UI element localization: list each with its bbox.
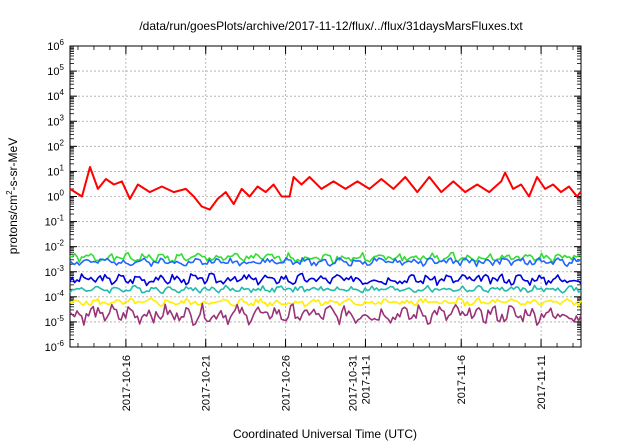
y-tick-labels: 10-6 10-5 10-4 10-3 10-2 10-1 100 101 102 103 104 1…	[45, 38, 65, 354]
x-tick-label: 2017-11-1	[360, 355, 372, 404]
x-tick-labels: 2017-10-16 2017-10-21 2017-10-26 2017-10-31…	[121, 355, 548, 411]
series-line-6	[69, 297, 582, 308]
series-line-5	[69, 284, 582, 294]
y-tick-label: 103	[47, 113, 64, 128]
y-tick-label: 10-1	[45, 214, 65, 229]
chart-title: /data/run/goesPlots/archive/2017-11-12/f…	[139, 19, 523, 33]
y-tick-label: 10-5	[45, 314, 65, 329]
y-tick-label: 100	[47, 189, 64, 204]
x-axis-label: Coordinated Universal Time (UTC)	[233, 427, 417, 441]
y-tick-label: 104	[47, 88, 64, 103]
y-tick-label: 105	[47, 63, 64, 78]
x-tick-label: 2017-10-31	[347, 355, 359, 411]
axis-ticks	[70, 45, 581, 348]
y-axis-label: protons/cm2-s-sr-MeV	[5, 138, 20, 254]
series-line-7	[69, 302, 582, 326]
y-tick-label: 10-2	[45, 239, 65, 254]
y-tick-label: 10-3	[45, 264, 65, 279]
y-tick-label: 101	[47, 163, 64, 178]
y-tick-label: 10-6	[45, 339, 65, 354]
y-tick-label: 106	[47, 38, 64, 53]
x-tick-label: 2017-10-21	[201, 355, 213, 411]
y-tick-label: 10-4	[45, 289, 65, 304]
x-tick-label: 2017-11-6	[456, 355, 468, 404]
y-tick-label: 102	[47, 138, 64, 153]
series-line-4	[69, 272, 582, 287]
series-line-3	[69, 256, 582, 268]
x-tick-label: 2017-10-26	[281, 355, 293, 411]
x-tick-label: 2017-10-16	[121, 355, 133, 411]
series-line-1	[69, 166, 582, 211]
data-series	[69, 166, 582, 326]
x-tick-label: 2017-11-11	[536, 355, 548, 410]
